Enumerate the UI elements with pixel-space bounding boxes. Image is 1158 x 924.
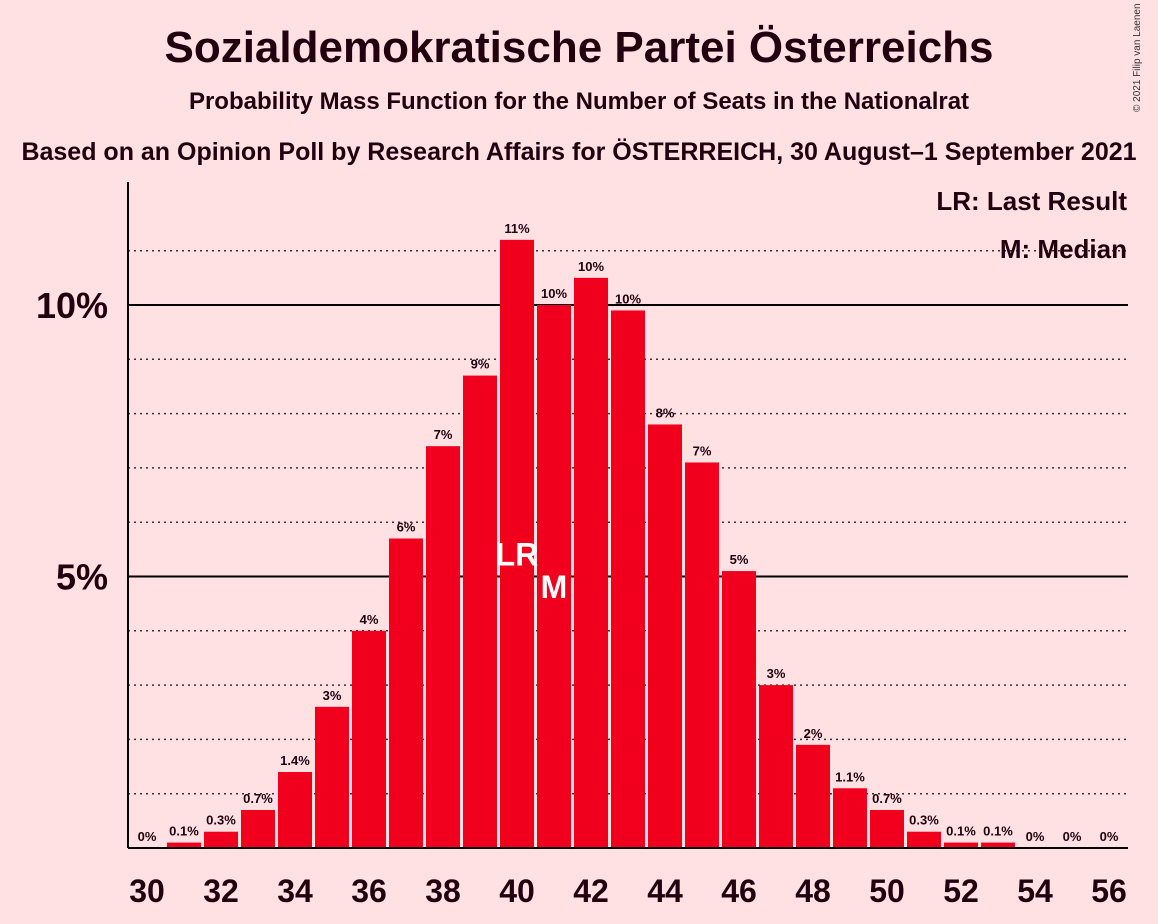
bar-seat-52 xyxy=(944,842,978,848)
value-label-seat-33: 0.7% xyxy=(243,791,273,806)
x-tick-label-34: 34 xyxy=(277,873,313,909)
legend: LR: Last Result M: Median xyxy=(936,186,1127,264)
bar-seat-49 xyxy=(833,788,867,848)
value-label-seat-34: 1.4% xyxy=(280,753,310,768)
chart-title: Sozialdemokratische Partei Österreichs xyxy=(164,23,994,72)
x-tick-label-30: 30 xyxy=(129,873,165,909)
value-labels: 0% 0.1% 0.3% 0.7% 1.4% 3% 4% 6% 7% 9% 11% 10% 10% 10%… xyxy=(138,221,1119,844)
bar-seat-42 xyxy=(574,277,608,849)
value-label-seat-31: 0.1% xyxy=(169,824,199,839)
value-label-seat-49: 1.1% xyxy=(835,769,865,784)
median-marker: M xyxy=(541,569,568,605)
bar-seat-48 xyxy=(796,744,830,848)
x-tick-label-40: 40 xyxy=(499,873,535,909)
value-label-seat-46: 5% xyxy=(730,552,749,567)
value-label-seat-40: 11% xyxy=(504,221,530,236)
bar-seat-39 xyxy=(463,375,497,848)
axes: 5% 10% 30 32 34 36 38 40 42 44 46 48 50 52 54 56 xyxy=(36,182,1128,909)
bar-seat-37 xyxy=(389,538,423,848)
bar-seat-50 xyxy=(870,809,904,848)
value-label-seat-48: 2% xyxy=(804,726,823,741)
value-label-seat-35: 3% xyxy=(323,688,342,703)
x-tick-label-50: 50 xyxy=(869,873,905,909)
chart-subtitle: Probability Mass Function for the Number… xyxy=(188,88,970,115)
bar-seat-51 xyxy=(907,831,941,848)
x-tick-label-36: 36 xyxy=(351,873,387,909)
bar-seat-31 xyxy=(167,842,201,848)
value-label-seat-52: 0.1% xyxy=(946,824,976,839)
x-tick-label-42: 42 xyxy=(573,873,609,909)
bar-seat-36 xyxy=(352,630,386,848)
bar-seat-53 xyxy=(981,842,1015,848)
value-label-seat-51: 0.3% xyxy=(909,813,939,828)
x-tick-label-44: 44 xyxy=(647,873,683,909)
bar-seat-33 xyxy=(241,809,275,848)
y-tick-label-5: 5% xyxy=(56,557,108,598)
value-label-seat-47: 3% xyxy=(767,666,786,681)
value-label-seat-54: 0% xyxy=(1026,829,1045,844)
bar-seat-35 xyxy=(315,706,349,848)
bar-seat-38 xyxy=(426,446,460,848)
x-tick-label-48: 48 xyxy=(795,873,831,909)
value-label-seat-42: 10% xyxy=(578,259,604,274)
bar-seat-45 xyxy=(685,462,719,848)
bar-seat-32 xyxy=(204,831,238,848)
bars xyxy=(167,239,1015,849)
value-label-seat-43: 10% xyxy=(615,291,641,306)
bar-seat-40 xyxy=(500,239,534,849)
chart-source-subtitle: Based on an Opinion Poll by Research Aff… xyxy=(21,138,1137,166)
x-tick-label-38: 38 xyxy=(425,873,461,909)
bar-seat-46 xyxy=(722,571,756,848)
bar-seat-41 xyxy=(537,305,571,848)
value-label-seat-55: 0% xyxy=(1063,829,1082,844)
value-label-seat-39: 9% xyxy=(471,357,490,372)
value-label-seat-45: 7% xyxy=(693,443,712,458)
bar-seat-34 xyxy=(278,771,312,848)
value-label-seat-30: 0% xyxy=(138,829,157,844)
value-label-seat-32: 0.3% xyxy=(206,813,236,828)
x-tick-label-52: 52 xyxy=(943,873,979,909)
value-label-seat-41: 10% xyxy=(541,286,567,301)
x-tick-label-46: 46 xyxy=(721,873,757,909)
value-label-seat-44: 8% xyxy=(656,405,675,420)
legend-item-median: M: Median xyxy=(1000,234,1127,264)
bar-seat-47 xyxy=(759,685,793,848)
value-label-seat-56: 0% xyxy=(1100,829,1119,844)
legend-item-last-result: LR: Last Result xyxy=(936,186,1127,216)
x-tick-label-54: 54 xyxy=(1017,873,1053,909)
value-label-seat-53: 0.1% xyxy=(983,824,1013,839)
bar-seat-43 xyxy=(611,310,645,848)
value-label-seat-36: 4% xyxy=(360,612,379,627)
markers: LRM xyxy=(496,537,568,606)
x-tick-label-32: 32 xyxy=(203,873,239,909)
value-label-seat-38: 7% xyxy=(434,427,453,442)
value-label-seat-50: 0.7% xyxy=(872,791,902,806)
bar-seat-44 xyxy=(648,424,682,848)
x-tick-label-56: 56 xyxy=(1091,873,1127,909)
value-label-seat-37: 6% xyxy=(397,519,416,534)
y-tick-label-10: 10% xyxy=(36,285,108,326)
last-result-marker: LR xyxy=(496,537,539,573)
